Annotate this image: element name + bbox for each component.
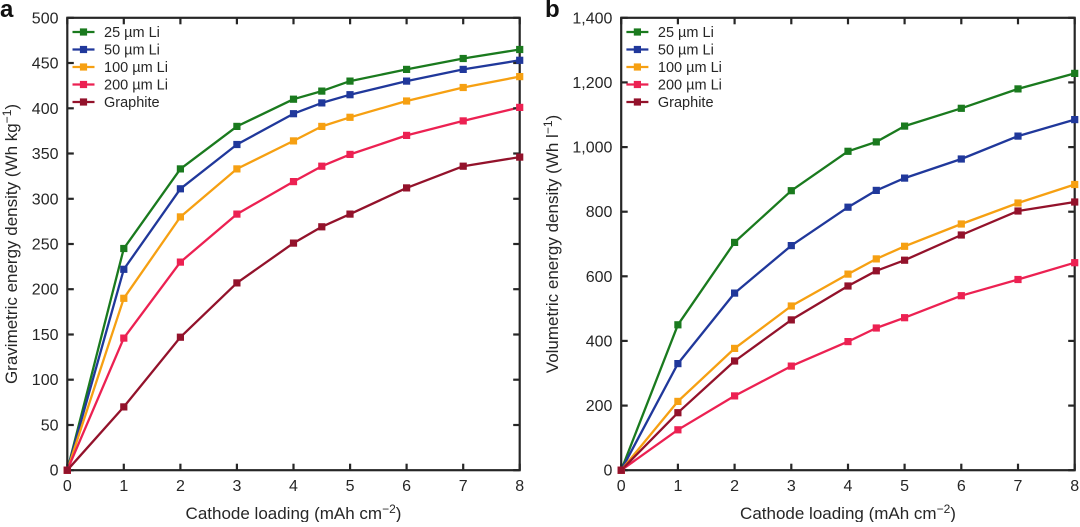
svg-text:0: 0: [603, 463, 612, 480]
svg-text:3: 3: [232, 478, 241, 495]
svg-text:Gravimetric energy density (Wh: Gravimetric energy density (Wh kg−1): [0, 104, 21, 384]
svg-text:200: 200: [32, 282, 59, 299]
svg-text:1: 1: [673, 478, 682, 495]
svg-text:a: a: [0, 0, 14, 23]
svg-text:100 µm Li: 100 µm Li: [658, 60, 722, 76]
svg-text:500: 500: [32, 10, 59, 27]
svg-text:Graphite: Graphite: [104, 95, 160, 111]
svg-text:25 µm Li: 25 µm Li: [658, 25, 714, 41]
svg-text:100: 100: [32, 372, 59, 389]
svg-text:5: 5: [900, 478, 909, 495]
svg-text:150: 150: [32, 327, 59, 344]
svg-text:400: 400: [32, 101, 59, 118]
svg-text:1,200: 1,200: [572, 75, 612, 92]
svg-text:b: b: [545, 0, 560, 23]
svg-text:0: 0: [50, 463, 59, 480]
svg-text:5: 5: [346, 478, 355, 495]
svg-text:7: 7: [459, 478, 468, 495]
svg-text:4: 4: [289, 478, 298, 495]
svg-text:350: 350: [32, 146, 59, 163]
svg-text:7: 7: [1014, 478, 1023, 495]
svg-text:2: 2: [176, 478, 185, 495]
svg-text:50 µm Li: 50 µm Li: [104, 43, 160, 59]
svg-text:100 µm Li: 100 µm Li: [104, 60, 168, 76]
svg-text:6: 6: [957, 478, 966, 495]
svg-text:400: 400: [586, 333, 613, 350]
svg-text:200 µm Li: 200 µm Li: [658, 78, 722, 94]
svg-text:0: 0: [63, 478, 72, 495]
svg-text:Volumetric energy density (Wh: Volumetric energy density (Wh l−1): [541, 115, 562, 373]
svg-text:Cathode loading (mAh cm−2): Cathode loading (mAh cm−2): [186, 502, 402, 522]
svg-text:200 µm Li: 200 µm Li: [104, 78, 168, 94]
svg-text:1: 1: [119, 478, 128, 495]
svg-text:250: 250: [32, 237, 59, 254]
svg-text:450: 450: [32, 56, 59, 73]
svg-text:Graphite: Graphite: [658, 95, 714, 111]
svg-text:50 µm Li: 50 µm Li: [658, 43, 714, 59]
svg-text:6: 6: [402, 478, 411, 495]
svg-text:Cathode loading (mAh cm−2): Cathode loading (mAh cm−2): [740, 502, 956, 522]
svg-text:1,400: 1,400: [572, 10, 612, 27]
svg-text:8: 8: [515, 478, 524, 495]
svg-text:3: 3: [787, 478, 796, 495]
svg-text:600: 600: [586, 269, 613, 286]
svg-text:25 µm Li: 25 µm Li: [104, 25, 160, 41]
svg-text:0: 0: [617, 478, 626, 495]
svg-text:8: 8: [1070, 478, 1079, 495]
svg-text:800: 800: [586, 204, 613, 221]
svg-text:200: 200: [586, 398, 613, 415]
svg-text:50: 50: [41, 418, 59, 435]
svg-text:300: 300: [32, 191, 59, 208]
svg-text:4: 4: [844, 478, 853, 495]
svg-text:2: 2: [730, 478, 739, 495]
svg-text:1,000: 1,000: [572, 140, 612, 157]
